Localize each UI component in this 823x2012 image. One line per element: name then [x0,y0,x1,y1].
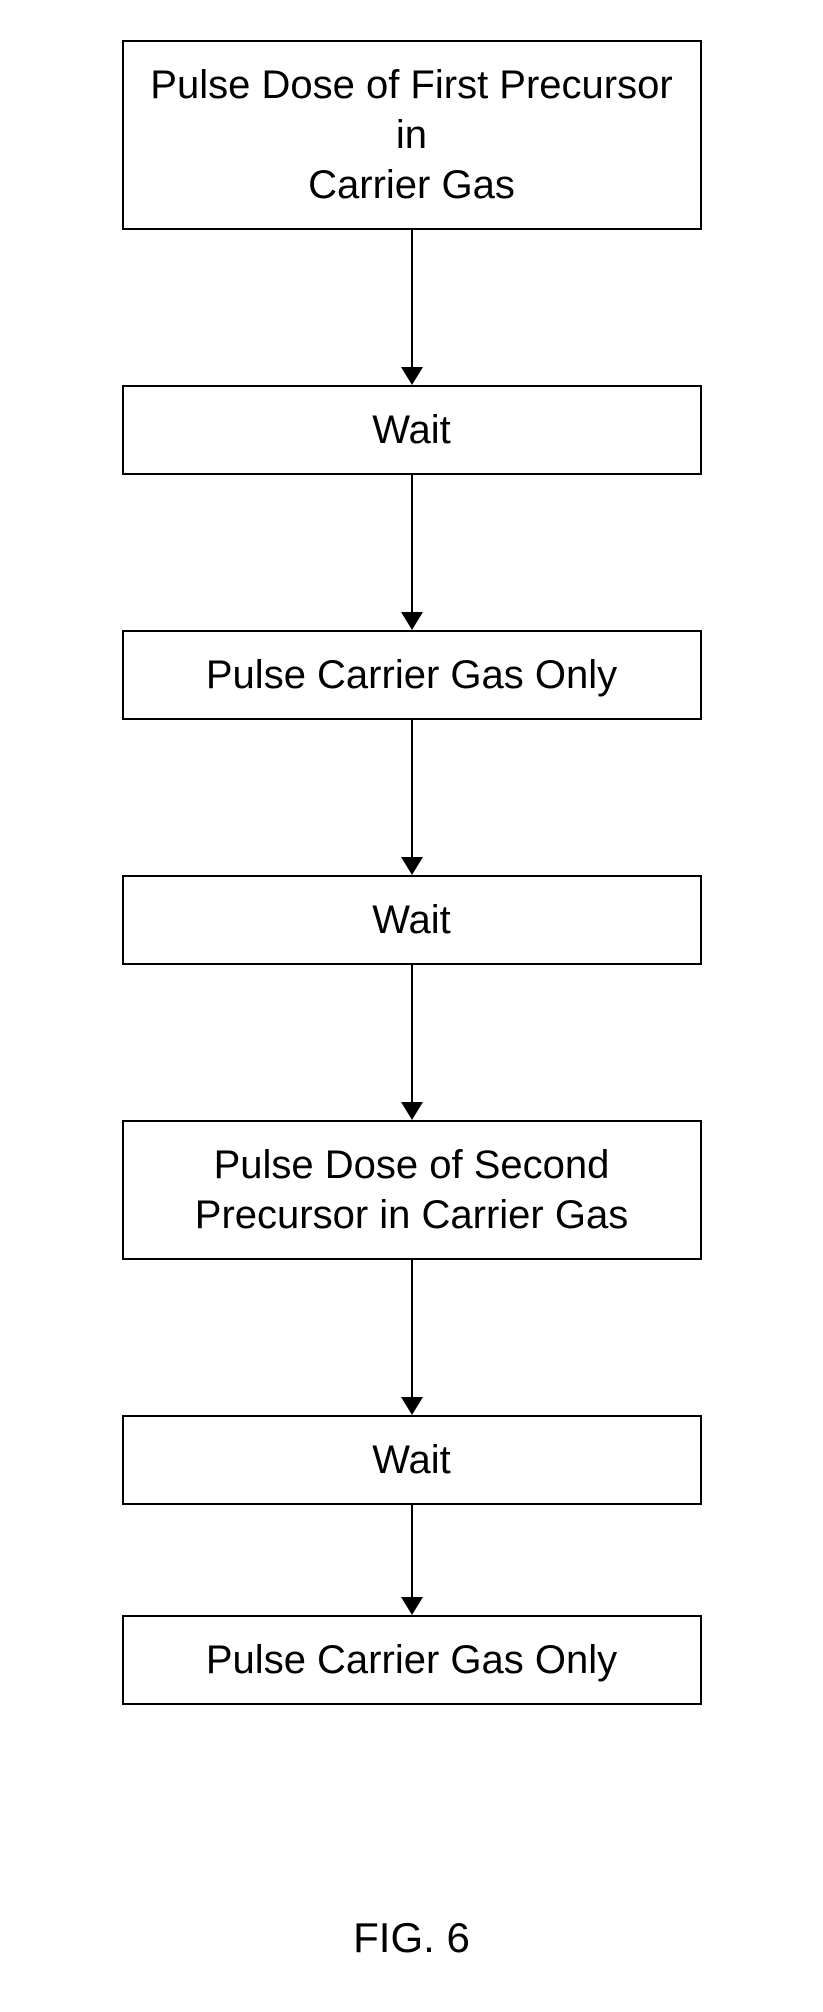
flowchart-node: Pulse Carrier Gas Only [122,1615,702,1705]
flowchart-node: Pulse Carrier Gas Only [122,630,702,720]
node-label: Wait [372,1435,451,1485]
node-label: Pulse Carrier Gas Only [206,650,617,700]
arrow-line [411,720,413,858]
arrow-head-icon [401,1597,423,1615]
flowchart-node: Wait [122,1415,702,1505]
figure-caption: FIG. 6 [353,1914,470,1962]
flowchart-arrow [401,475,423,630]
flowchart-arrow [401,1505,423,1615]
arrow-line [411,1260,413,1398]
flowchart-node: Wait [122,385,702,475]
arrow-line [411,230,413,368]
arrow-head-icon [401,367,423,385]
flowchart-node: Pulse Dose of First Precursor in Carrier… [122,40,702,230]
arrow-head-icon [401,857,423,875]
node-label: Wait [372,405,451,455]
arrow-head-icon [401,1102,423,1120]
flowchart-container: Pulse Dose of First Precursor in Carrier… [122,40,702,1705]
flowchart-arrow [401,965,423,1120]
arrow-line [411,965,413,1103]
flowchart-node: Pulse Dose of Second Precursor in Carrie… [122,1120,702,1260]
arrow-line [411,1505,413,1598]
arrow-head-icon [401,612,423,630]
flowchart-arrow [401,720,423,875]
arrow-line [411,475,413,613]
node-label: Pulse Carrier Gas Only [206,1635,617,1685]
node-label: Pulse Dose of First Precursor in Carrier… [148,60,676,210]
node-label: Wait [372,895,451,945]
flowchart-arrow [401,230,423,385]
flowchart-arrow [401,1260,423,1415]
flowchart-node: Wait [122,875,702,965]
node-label: Pulse Dose of Second Precursor in Carrie… [195,1140,628,1240]
arrow-head-icon [401,1397,423,1415]
